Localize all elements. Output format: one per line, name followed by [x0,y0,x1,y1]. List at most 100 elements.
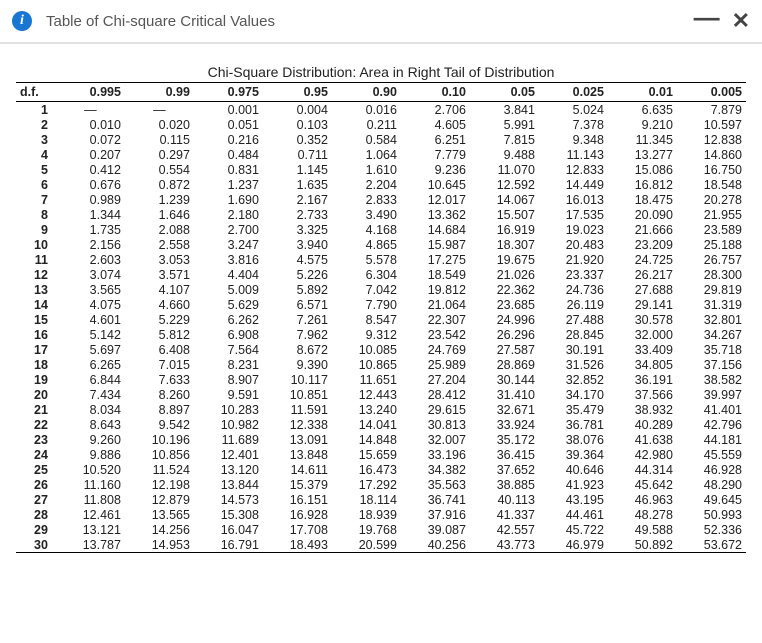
cell-value: 3.247 [194,237,263,252]
table-row: 3013.78714.95316.79118.49320.59940.25643… [16,537,746,553]
cell-value: 6.251 [401,132,470,147]
cell-value: 27.488 [539,312,608,327]
cell-value: 0.584 [332,132,401,147]
cell-value: 18.549 [401,267,470,282]
cell-value: 9.236 [401,162,470,177]
cell-df: 2 [16,117,56,132]
cell-value: 19.023 [539,222,608,237]
cell-value: 42.980 [608,447,677,462]
cell-value: 1.610 [332,162,401,177]
cell-value: 4.660 [125,297,194,312]
cell-value: 0.831 [194,162,263,177]
cell-value: 30.813 [401,417,470,432]
cell-value: 35.479 [539,402,608,417]
cell-df: 26 [16,477,56,492]
cell-value: 2.204 [332,177,401,192]
cell-value: 6.408 [125,342,194,357]
cell-value: 4.605 [401,117,470,132]
cell-value: 8.231 [194,357,263,372]
cell-value: 9.210 [608,117,677,132]
cell-value: 18.307 [470,237,539,252]
cell-value: 39.087 [401,522,470,537]
cell-value: 6.908 [194,327,263,342]
cell-value: 16.013 [539,192,608,207]
cell-value: 0.216 [194,132,263,147]
cell-value: 52.336 [677,522,746,537]
cell-value: 30.191 [539,342,608,357]
cell-df: 5 [16,162,56,177]
cell-value: 45.722 [539,522,608,537]
cell-df: 15 [16,312,56,327]
cell-value: 16.151 [263,492,332,507]
cell-value: 0.072 [56,132,125,147]
cell-value: 0.103 [263,117,332,132]
cell-value: 53.672 [677,537,746,553]
cell-value: 7.879 [677,102,746,118]
cell-value: 14.953 [125,537,194,553]
cell-value: 39.364 [539,447,608,462]
col-header-alpha: 0.95 [263,83,332,102]
table-row: 50.4120.5540.8311.1451.6109.23611.07012.… [16,162,746,177]
col-header-alpha: 0.01 [608,83,677,102]
cell-value: 14.848 [332,432,401,447]
cell-value: 40.113 [470,492,539,507]
cell-value: 3.074 [56,267,125,282]
cell-value: 23.589 [677,222,746,237]
cell-value: 11.591 [263,402,332,417]
table-row: 249.88610.85612.40113.84815.65933.19636.… [16,447,746,462]
cell-value: 24.996 [470,312,539,327]
cell-value: 9.591 [194,387,263,402]
close-icon[interactable]: ✕ [732,10,750,32]
cell-value: 4.168 [332,222,401,237]
cell-value: 3.940 [263,237,332,252]
col-header-df: d.f. [16,83,56,102]
cell-value: 1.646 [125,207,194,222]
cell-value: 20.483 [539,237,608,252]
cell-value: 38.076 [539,432,608,447]
cell-value: 45.642 [608,477,677,492]
table-row: 1——0.0010.0040.0162.7063.8415.0246.6357.… [16,102,746,118]
cell-value: 33.924 [470,417,539,432]
cell-value: 32.000 [608,327,677,342]
cell-df: 22 [16,417,56,432]
col-header-alpha: 0.975 [194,83,263,102]
cell-value: 13.787 [56,537,125,553]
cell-value: 17.535 [539,207,608,222]
cell-value: 7.962 [263,327,332,342]
cell-value: 0.412 [56,162,125,177]
cell-value: 16.750 [677,162,746,177]
cell-value: 15.308 [194,507,263,522]
cell-value: 31.526 [539,357,608,372]
cell-value: 16.928 [263,507,332,522]
cell-value: 7.261 [263,312,332,327]
cell-value: 0.010 [56,117,125,132]
cell-value: 1.344 [56,207,125,222]
title-bar: i Table of Chi-square Critical Values — … [0,0,762,44]
cell-value: 38.932 [608,402,677,417]
cell-value: 41.337 [470,507,539,522]
cell-value: 32.007 [401,432,470,447]
table-row: 2812.46113.56515.30816.92818.93937.91641… [16,507,746,522]
cell-value: 33.409 [608,342,677,357]
table-row: 144.0754.6605.6296.5717.79021.06423.6852… [16,297,746,312]
cell-value: 25.188 [677,237,746,252]
table-row: 91.7352.0882.7003.3254.16814.68416.91919… [16,222,746,237]
cell-df: 29 [16,522,56,537]
table-row: 60.6760.8721.2371.6352.20410.64512.59214… [16,177,746,192]
cell-value: 17.708 [263,522,332,537]
minimize-icon[interactable]: — [694,4,720,30]
table-row: 218.0348.89710.28311.59113.24029.61532.6… [16,402,746,417]
cell-df: 4 [16,147,56,162]
cell-value: 0.051 [194,117,263,132]
cell-value: 12.017 [401,192,470,207]
cell-value: 37.652 [470,462,539,477]
table-row: 133.5654.1075.0095.8927.04219.81222.3622… [16,282,746,297]
cell-value: 10.597 [677,117,746,132]
cell-value: 4.107 [125,282,194,297]
cell-value: — [125,102,194,118]
cell-value: 7.434 [56,387,125,402]
cell-value: 0.207 [56,147,125,162]
cell-value: 18.475 [608,192,677,207]
cell-value: 0.211 [332,117,401,132]
cell-value: 10.865 [332,357,401,372]
